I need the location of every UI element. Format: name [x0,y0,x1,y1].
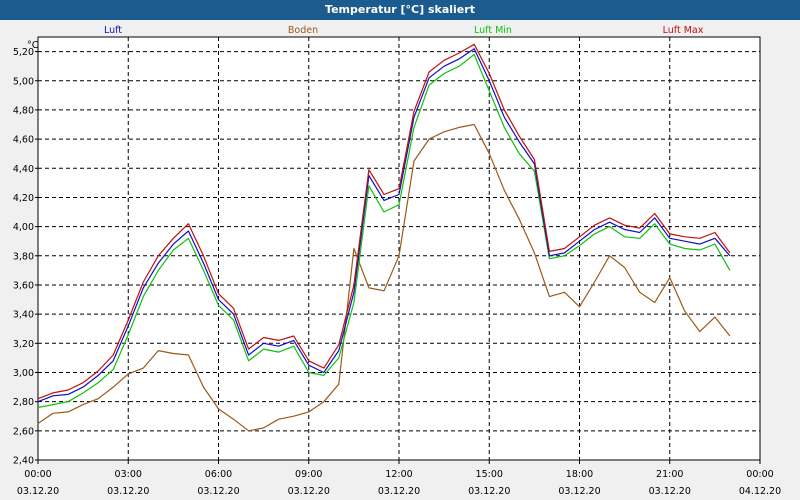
x-tick-time-label: 03:00 [115,469,142,480]
y-tick-label: 4,60 [13,135,34,146]
grid [38,37,760,460]
x-tick-time-label: 18:00 [566,469,593,480]
y-tick-label: 3,40 [13,310,34,321]
y-tick-label: 2,40 [13,456,34,467]
x-tick-time-label: 15:00 [476,469,503,480]
legend-item-luft-max: Luft Max [663,25,704,36]
y-axis-unit-label: °C [27,40,39,51]
axes: °C 2,40 2,60 2,80 3,00 3,20 3,40 3,60 3,80 4,00 4… [13,40,781,497]
x-tick-date-label: 03.12.20 [649,486,691,497]
x-tick-time-label: 21:00 [656,469,683,480]
series-line-luft [37,48,731,403]
x-tick-time-label: 09:00 [295,469,322,480]
series-line-boden [37,123,731,432]
y-tick-label: 3,00 [13,368,34,379]
x-tick-date-label: 03.12.20 [197,486,239,497]
y-tick-label: 4,20 [13,193,34,204]
y-tick-label: 2,60 [13,426,34,437]
y-tick-label: 4,00 [13,222,34,233]
x-tick-time-label: 00:00 [746,469,773,480]
y-tick-label: 3,20 [13,339,34,350]
series-line-luft-max [37,43,731,400]
x-tick-date-label: 03.12.20 [288,486,330,497]
series-lines [37,43,731,432]
x-tick-date-label: 03.12.20 [468,486,510,497]
series-line-luft-min [37,53,731,409]
legend-item-luft-min: Luft Min [474,25,512,36]
x-tick-date-label: 03.12.20 [378,486,420,497]
legend: Luft Boden Luft Min Luft Max [104,25,704,36]
x-tick-time-label: 06:00 [205,469,232,480]
x-tick-date-label: 03.12.20 [17,486,59,497]
x-tick-date-label: 04.12.20 [739,486,781,497]
y-tick-label: 5,00 [13,76,34,87]
x-tick-date-label: 03.12.20 [558,486,600,497]
x-tick-date-label: 03.12.20 [107,486,149,497]
y-tick-label: 2,80 [13,397,34,408]
legend-item-luft: Luft [104,25,122,36]
y-tick-label: 5,20 [13,47,34,58]
y-tick-label: 4,40 [13,164,34,175]
window-title: Temperatur [°C] skaliert [0,0,800,20]
y-tick-label: 3,60 [13,280,34,291]
legend-item-boden: Boden [288,25,318,36]
y-tick-label: 4,80 [13,105,34,116]
y-tick-label: 3,80 [13,251,34,262]
x-tick-time-label: 12:00 [385,469,412,480]
x-tick-time-label: 00:00 [24,469,51,480]
